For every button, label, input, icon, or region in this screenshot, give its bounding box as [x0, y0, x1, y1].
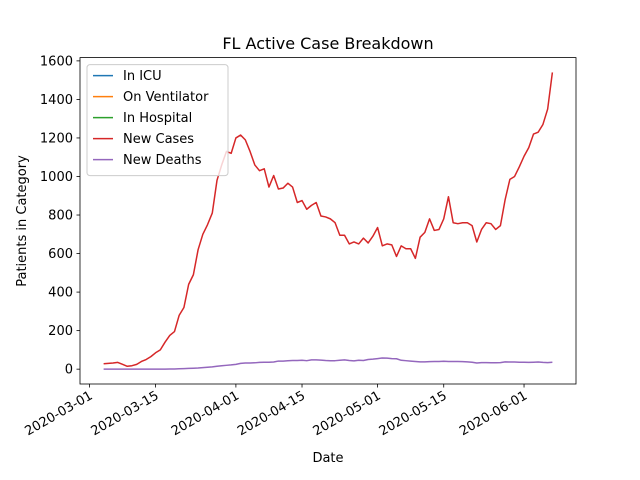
y-tick-label: 1200	[40, 131, 73, 146]
x-axis-label: Date	[312, 451, 343, 466]
y-tick-label: 200	[48, 324, 73, 339]
y-tick-label: 1000	[40, 170, 73, 185]
y-tick-label: 800	[48, 209, 73, 224]
legend-label: On Ventilator	[123, 90, 209, 105]
y-tick-label: 600	[48, 247, 73, 262]
chart-title: FL Active Case Breakdown	[222, 34, 433, 53]
legend-box	[86, 64, 229, 177]
y-tick-label: 400	[48, 286, 73, 301]
legend-label: In ICU	[123, 69, 162, 84]
legend-label: In Hospital	[123, 111, 192, 126]
legend-label: New Cases	[123, 132, 194, 147]
y-axis-label: Patients in Category	[15, 155, 30, 287]
legend-label: New Deaths	[123, 153, 202, 168]
y-tick-label: 1400	[40, 93, 73, 108]
series-line	[103, 72, 554, 368]
y-tick-label: 1600	[40, 54, 73, 69]
y-tick-label: 0	[65, 363, 73, 378]
series-line	[103, 357, 553, 370]
plot-frame	[79, 57, 577, 385]
